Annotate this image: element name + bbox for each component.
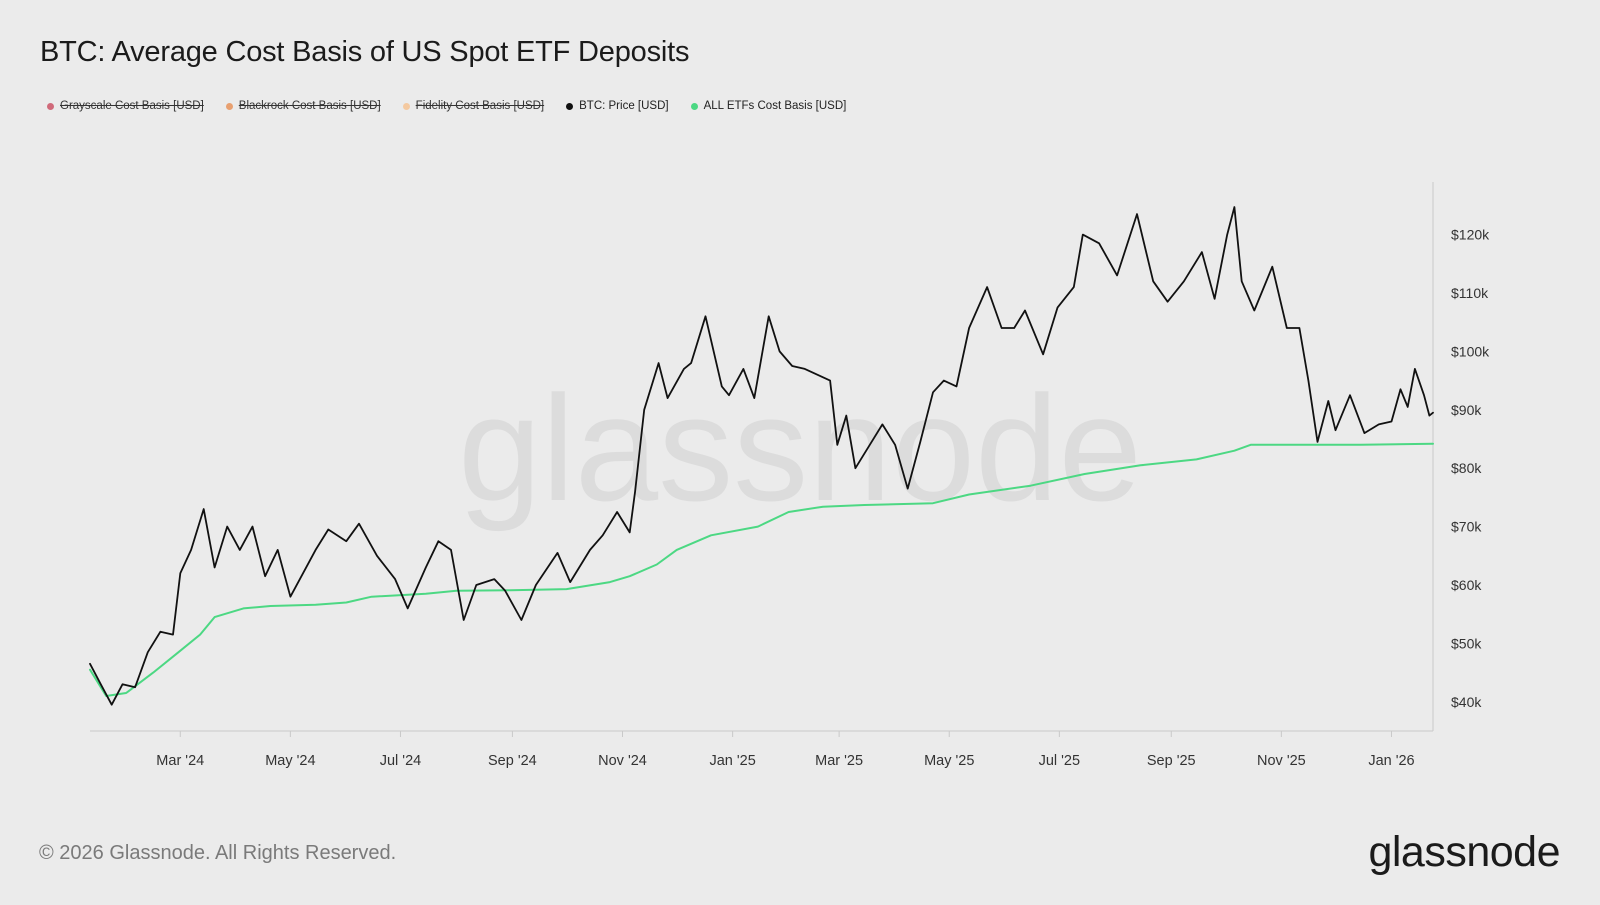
legend-dot-icon <box>402 102 410 110</box>
legend: Grayscale Cost Basis [USD] Blackrock Cos… <box>47 100 846 112</box>
x-tick-label: Jul '24 <box>380 753 421 769</box>
btc-price-series-line <box>89 206 1434 706</box>
x-tick-label: May '25 <box>924 753 974 769</box>
y-tick-label: $120k <box>1451 227 1490 243</box>
brand-logo: glassnode <box>1368 828 1560 876</box>
legend-item-btc-price[interactable]: BTC: Price [USD] <box>566 100 669 112</box>
x-tick-label: Sep '24 <box>488 753 537 769</box>
x-tick-label: Jul '25 <box>1039 753 1080 769</box>
legend-item-grayscale[interactable]: Grayscale Cost Basis [USD] <box>47 100 204 112</box>
y-tick-label: $100k <box>1451 343 1490 359</box>
legend-item-fidelity[interactable]: Fidelity Cost Basis [USD] <box>402 100 545 112</box>
legend-label: Fidelity Cost Basis [USD] <box>415 100 545 112</box>
x-tick-label: Mar '25 <box>815 753 863 769</box>
y-tick-label: $80k <box>1451 460 1482 476</box>
legend-label: ALL ETFs Cost Basis [USD] <box>703 100 847 112</box>
x-tick-label: May '24 <box>265 753 315 769</box>
all-etfs-cost-basis-series-line <box>89 442 1434 697</box>
x-tick-label: Nov '24 <box>598 753 647 769</box>
legend-dot-icon <box>566 102 574 110</box>
y-tick-label: $60k <box>1451 577 1482 593</box>
legend-label: Grayscale Cost Basis [USD] <box>60 100 204 112</box>
legend-item-all-etfs[interactable]: ALL ETFs Cost Basis [USD] <box>690 100 847 112</box>
legend-dot-icon <box>225 102 233 110</box>
x-tick-label: Sep '25 <box>1147 753 1196 769</box>
axes: $40k $50k $60k $70k $80k $90k $100k $110k $120k M… <box>90 182 1490 769</box>
x-tick-label: Nov '25 <box>1257 753 1306 769</box>
x-tick-label: Mar '24 <box>156 753 204 769</box>
y-tick-label: $90k <box>1451 402 1482 418</box>
y-tick-label: $50k <box>1451 635 1482 651</box>
series-layer <box>89 206 1434 706</box>
legend-dot-icon <box>690 102 698 110</box>
copyright-footer: © 2026 Glassnode. All Rights Reserved. <box>39 842 397 864</box>
watermark: glassnode <box>458 364 1142 532</box>
y-tick-label: $110k <box>1451 285 1489 301</box>
legend-label: Blackrock Cost Basis [USD] <box>238 100 381 112</box>
chart-title: BTC: Average Cost Basis of US Spot ETF D… <box>40 36 690 68</box>
x-tick-label: Jan '26 <box>1368 753 1414 769</box>
y-tick-label: $40k <box>1451 694 1482 710</box>
y-tick-label: $70k <box>1451 519 1482 535</box>
x-tick-label: Jan '25 <box>709 753 755 769</box>
legend-label: BTC: Price [USD] <box>579 100 669 112</box>
legend-dot-icon <box>47 102 54 110</box>
legend-item-blackrock[interactable]: Blackrock Cost Basis [USD] <box>225 100 381 112</box>
